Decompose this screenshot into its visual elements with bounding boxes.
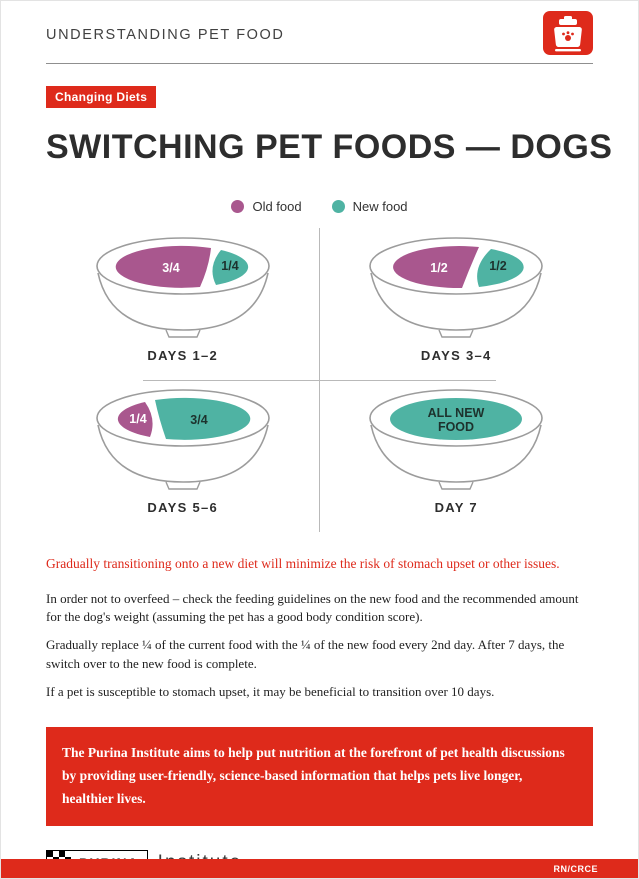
new-food-portion	[477, 249, 524, 288]
body-text: In order not to overfeed – check the fee…	[46, 590, 593, 701]
header-divider	[46, 63, 593, 64]
bowl-quadrant-days-5-6: 1/4 3/4 DAYS 5–6	[46, 380, 320, 532]
new-fraction-label: 1/2	[490, 259, 507, 273]
bowl-illustration-days-5-6: 1/4 3/4	[95, 389, 270, 490]
bowl-caption: DAYS 5–6	[147, 500, 219, 516]
bowl-illustration-days-3-4: 1/2 1/2	[369, 237, 544, 338]
header: UNDERSTANDING PET FOOD	[46, 11, 593, 55]
section-badge: Changing Diets	[46, 86, 157, 108]
old-food-portion	[117, 402, 153, 438]
all-new-food-label-line1: ALL NEW	[428, 406, 485, 420]
bowl-quadrant-day-7: ALL NEW FOOD DAY 7	[320, 380, 594, 532]
new-food-portion	[212, 250, 248, 286]
old-food-portion	[115, 245, 211, 288]
document-code: RN/CRCE	[553, 863, 598, 874]
bowl-illustration-day-7: ALL NEW FOOD	[369, 389, 544, 490]
body-paragraph-3: If a pet is susceptible to stomach upset…	[46, 683, 495, 699]
legend: Old food New food	[1, 199, 638, 214]
body-paragraph-2: Gradually replace ¼ of the current food …	[46, 637, 565, 671]
bottom-bar: RN/CRCE	[1, 859, 638, 878]
bowl-caption: DAY 7	[434, 500, 478, 516]
all-new-food-label-line2: FOOD	[438, 420, 474, 434]
old-fraction-label: 1/4	[129, 412, 146, 426]
bowl-quadrant-days-3-4: 1/2 1/2 DAYS 3–4	[320, 228, 594, 380]
new-fraction-label: 1/4	[221, 259, 238, 273]
transition-note: Gradually transitioning onto a new diet …	[46, 556, 560, 572]
old-food-swatch	[231, 200, 245, 214]
new-fraction-label: 3/4	[190, 413, 207, 427]
bowl-caption: DAYS 1–2	[147, 348, 219, 364]
old-food-portion	[393, 246, 480, 289]
bowl-quadrant-days-1-2: 3/4 1/4 DAYS 1–2	[46, 228, 320, 380]
grid-horizontal-divider	[143, 379, 496, 381]
new-food-portion	[154, 397, 251, 440]
legend-item-old-food: Old food	[231, 199, 302, 215]
header-title: UNDERSTANDING PET FOOD	[46, 27, 285, 43]
legend-item-new-food: New food	[331, 199, 408, 215]
new-food-swatch	[331, 200, 345, 214]
new-food-portion	[390, 398, 523, 441]
bowl-illustration-days-1-2: 3/4 1/4	[95, 237, 270, 338]
pet-food-jar-icon	[543, 11, 593, 55]
legend-old-label: Old food	[252, 199, 302, 215]
bowl-grid: 3/4 1/4 DAYS 1–2 1/2 1/2 DAYS 3–4	[46, 228, 594, 533]
old-fraction-label: 3/4	[162, 261, 179, 275]
bowl-caption: DAYS 3–4	[420, 348, 492, 364]
old-fraction-label: 1/2	[431, 261, 448, 275]
body-paragraph-1: In order not to overfeed – check the fee…	[46, 591, 579, 625]
legend-new-label: New food	[352, 199, 408, 215]
main-title: SWITCHING PET FOODS — DOGS	[46, 128, 613, 166]
mission-statement-box: The Purina Institute aims to help put nu…	[46, 727, 593, 826]
